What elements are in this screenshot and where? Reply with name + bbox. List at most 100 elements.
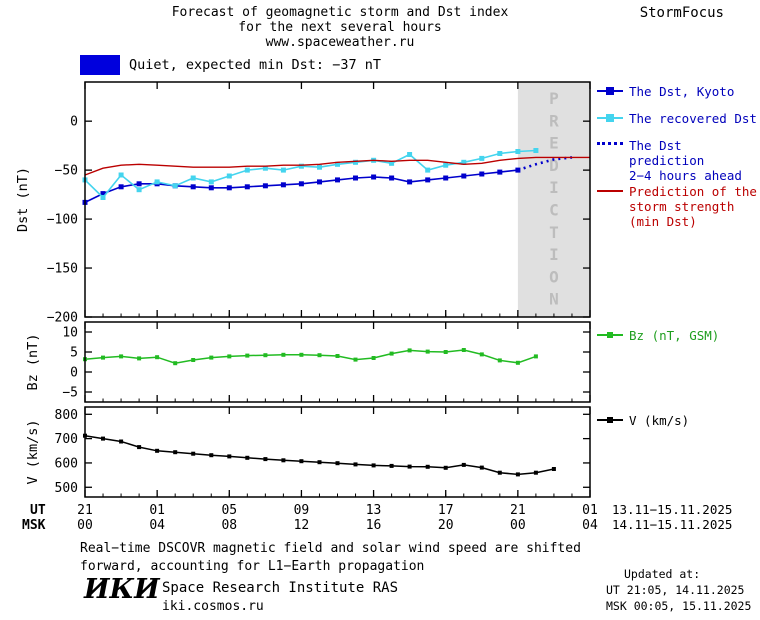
prediction-band-letter: I <box>549 178 559 197</box>
storm-prediction-swatch-icon <box>597 184 623 197</box>
ut-tick-label: 17 <box>438 503 454 518</box>
bz-marker <box>173 361 178 366</box>
panel-frame <box>84 81 591 318</box>
prediction-band-letter: P <box>549 89 559 108</box>
dst-kyoto-marker <box>118 184 124 190</box>
updated-msk: MSK 00:05, 15.11.2025 <box>606 599 752 613</box>
bz-marker <box>101 355 105 360</box>
recovered-dst-marker <box>190 175 196 181</box>
solar-wind-v-marker <box>461 462 466 467</box>
storm-prediction-line <box>84 156 590 176</box>
chart-title-block: Forecast of geomagnetic storm and Dst in… <box>40 5 640 50</box>
brand-stormfocus: StormFocus <box>639 5 724 21</box>
bz-marker <box>155 355 160 360</box>
y-axis-label: Bz (nT) <box>25 334 41 391</box>
legend-storm-line3: (min Dst) <box>629 214 697 229</box>
recovered-dst-marker <box>118 172 124 178</box>
dst-kyoto-marker <box>190 184 196 190</box>
solar-wind-v-marker <box>119 439 124 444</box>
prediction-band-letter: D <box>549 156 559 175</box>
recovered-dst-marker <box>443 162 449 168</box>
dst-kyoto-marker <box>389 175 395 181</box>
dst-kyoto-marker <box>280 182 286 188</box>
bz-marker <box>299 352 304 357</box>
recovered-dst-marker <box>335 161 340 167</box>
prediction-band-letter: R <box>549 111 559 130</box>
legend-bz-label: Bz (nT, GSM) <box>629 328 720 343</box>
dst-kyoto-marker <box>425 177 431 183</box>
legend-dst-prediction-label: The Dst prediction 2−4 hours ahead <box>629 138 760 183</box>
dst-kyoto-marker <box>461 173 467 179</box>
v-swatch-icon <box>597 413 623 426</box>
recovered-dst-marker <box>208 179 214 185</box>
recovered-dst-marker <box>100 195 106 200</box>
prediction-band-letter: C <box>549 201 559 220</box>
legend-dst-prediction-line2: 2−4 hours ahead <box>629 168 742 183</box>
y-tick-label: 0 <box>70 115 78 130</box>
dst-kyoto-marker <box>479 171 485 177</box>
dst-kyoto-marker <box>226 185 232 191</box>
updated-block: Updated at: UT 21:05, 14.11.2025 MSK 00:… <box>606 566 751 614</box>
bz-marker <box>533 354 538 359</box>
propagation-note-line1: Real−time DSCOVR magnetic field and sola… <box>80 541 581 556</box>
recovered-dst-swatch-icon <box>597 111 623 124</box>
bz-marker <box>353 357 358 362</box>
dst-kyoto-marker <box>317 179 322 185</box>
bz-marker <box>227 354 232 359</box>
bz-marker <box>191 358 196 362</box>
bz-marker <box>443 350 448 354</box>
bz-marker <box>497 358 502 363</box>
solar-wind-v-marker <box>335 461 340 466</box>
dst-kyoto-marker <box>136 181 142 187</box>
y-tick-label: 500 <box>55 481 78 496</box>
solar-wind-v-marker <box>353 462 358 467</box>
bz-marker <box>263 353 268 358</box>
y-tick-label: −5 <box>62 386 78 401</box>
recovered-dst-line <box>84 149 536 199</box>
solar-wind-v-marker <box>389 463 394 468</box>
propagation-note-line2: forward, accounting for L1−Earth propaga… <box>80 559 425 574</box>
ut-tick-label: 01 <box>582 503 598 518</box>
quiet-level-swatch <box>80 55 120 75</box>
dst-kyoto-marker <box>208 185 214 191</box>
recovered-dst-marker <box>317 164 322 170</box>
y-tick-label: 5 <box>70 346 78 361</box>
dst-kyoto-marker <box>371 174 377 180</box>
legend-bz: Bz (nT, GSM) <box>597 328 760 343</box>
solar-wind-v-marker <box>371 463 376 468</box>
recovered-dst-marker <box>298 163 304 169</box>
iki-logo: ИКИ <box>84 574 160 605</box>
legend-dst-prediction-line1: The Dst prediction <box>629 138 705 168</box>
recovered-dst-marker <box>353 159 358 165</box>
msk-axis-header: MSK <box>22 518 46 533</box>
title-url: www.spaceweather.ru <box>265 35 415 50</box>
solar-wind-v-marker <box>209 453 214 458</box>
bz-marker <box>425 349 430 354</box>
prediction-band-letter: T <box>549 223 559 242</box>
recovered-dst-marker <box>262 165 268 171</box>
updated-ut: UT 21:05, 14.11.2025 <box>606 583 745 597</box>
msk-tick-label: 00 <box>77 518 93 533</box>
legend-recovered-dst: The recovered Dst <box>597 111 760 126</box>
institute-name: Space Research Institute RAS <box>162 580 399 596</box>
y-tick-label: 700 <box>55 432 78 447</box>
updated-label: Updated at: <box>624 567 701 581</box>
legend-dst-kyoto: The Dst, Kyoto <box>597 84 760 99</box>
solar-wind-v-marker <box>317 460 322 465</box>
recovered-dst-marker <box>461 159 467 165</box>
title-line-2: for the next several hours <box>238 20 442 35</box>
dst-kyoto-marker <box>298 181 304 187</box>
bz-marker <box>371 356 376 360</box>
solar-wind-v-marker <box>425 464 430 469</box>
bz-marker <box>119 354 124 359</box>
y-tick-label: −100 <box>47 213 78 228</box>
ut-tick-label: 21 <box>510 503 526 518</box>
recovered-dst-marker <box>280 167 286 173</box>
legend-v: V (km/s) <box>597 413 760 428</box>
dst-kyoto-marker <box>443 175 449 181</box>
institute-url: iki.cosmos.ru <box>162 599 264 614</box>
solar-wind-v-marker <box>263 457 268 462</box>
prediction-band-letter: O <box>549 267 559 286</box>
bz-swatch-icon <box>597 328 623 341</box>
